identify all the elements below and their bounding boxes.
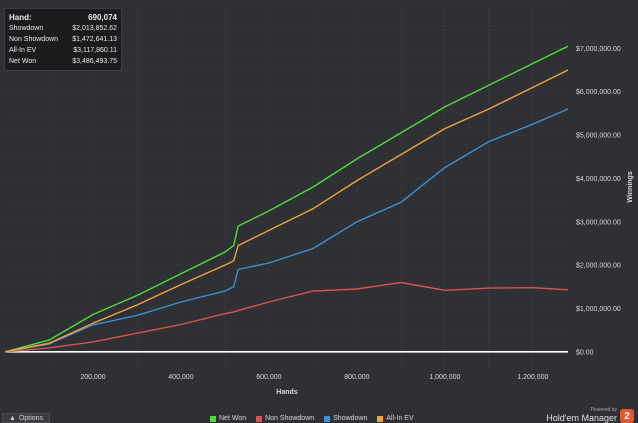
series-line-net-won [4, 45, 569, 353]
x-tick-label: 1,000,000 [429, 374, 460, 381]
brand-badge: 2 [620, 409, 634, 423]
y-tick-label: $6,000,000.00 [576, 89, 621, 96]
legend-label: Net Won [219, 415, 247, 422]
legend-label: Non Showdown [265, 415, 315, 422]
series-line-all-in-ev [4, 69, 569, 353]
x-axis-label: Hands [276, 389, 298, 396]
y-axis-label: Winnings [627, 171, 634, 203]
summary-value: $1,472,641.13 [72, 36, 117, 43]
summary-row: Net Won $3,486,493.75 [9, 56, 117, 67]
legend-label: All-In EV [386, 415, 414, 422]
options-button[interactable]: ▲ Options [2, 413, 51, 423]
legend-swatch [210, 415, 216, 422]
summary-value: 690,074 [88, 13, 117, 22]
x-tick-label: 200,000 [80, 374, 105, 381]
y-tick-label: $5,000,000.00 [576, 133, 621, 140]
options-label: Options [18, 414, 44, 422]
x-tick-label: 800,000 [344, 374, 369, 381]
summary-label: Showdown [9, 25, 44, 32]
brand-text: Powered by Hold'em Manager [546, 407, 617, 423]
summary-value: $2,013,852.62 [72, 25, 117, 32]
y-tick-label: $0.00 [576, 349, 594, 356]
summary-label: Non Showdown [9, 36, 59, 43]
legend-item-all-in-ev[interactable]: All-In EV [377, 415, 414, 422]
hand-summary-tooltip: Hand: 690,074 Showdown $2,013,852.62 Non… [4, 8, 122, 71]
series-line-non-showdown [4, 281, 569, 353]
x-tick-label: 1,200,000 [517, 374, 548, 381]
y-tick-label: $1,000,000.00 [576, 306, 621, 313]
summary-label: All-In EV [9, 47, 37, 54]
summary-row: Non Showdown $1,472,641.13 [9, 34, 117, 45]
legend-swatch [377, 415, 384, 422]
legend-swatch [324, 415, 331, 422]
summary-row: Hand: 690,074 [9, 12, 117, 23]
chevron-up-icon: ▲ [9, 414, 16, 422]
legend-item-non-showdown[interactable]: Non Showdown [256, 415, 314, 422]
x-tick-label: 400,000 [168, 374, 193, 381]
legend-item-net-won[interactable]: Net Won [210, 415, 246, 422]
summary-label: Hand: [9, 13, 32, 22]
summary-value: $3,486,493.75 [72, 58, 117, 65]
y-tick-label: $2,000,000.00 [576, 263, 621, 270]
brand-name: Hold'em Manager [546, 413, 617, 423]
powered-by-text: Powered by [590, 407, 617, 413]
summary-row: All-In EV $3,117,860.11 [9, 45, 117, 56]
summary-label: Net Won [9, 58, 37, 65]
y-tick-label: $7,000,000.00 [576, 46, 621, 53]
brand-logo: Powered by Hold'em Manager 2 [546, 404, 634, 423]
summary-value: $3,117,860.11 [73, 47, 117, 54]
series-line-showdown [4, 108, 569, 353]
y-tick-label: $4,000,000.00 [576, 176, 621, 183]
summary-row: Showdown $2,013,852.62 [9, 23, 117, 34]
x-tick-label: 600,000 [256, 374, 281, 381]
y-tick-label: $3,000,000.00 [576, 219, 621, 226]
chart-legend: Net Won Non Showdown Showdown All-In EV [210, 414, 414, 423]
legend-swatch [256, 415, 263, 422]
legend-label: Showdown [333, 415, 368, 422]
legend-item-showdown[interactable]: Showdown [324, 415, 367, 422]
